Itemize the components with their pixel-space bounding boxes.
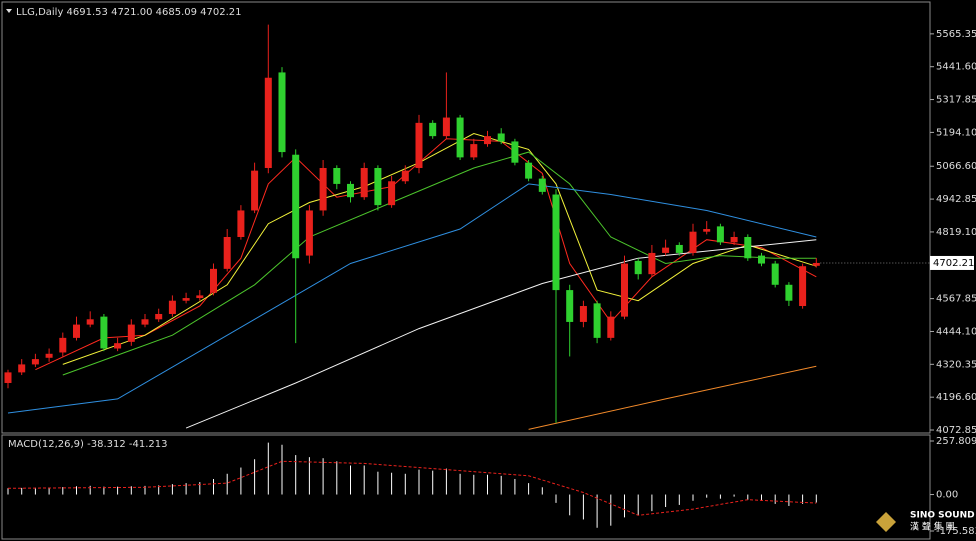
- candle-body: [305, 210, 313, 256]
- macd-panel-frame: [1, 434, 931, 540]
- y-tick-label: 4072.85: [936, 425, 976, 436]
- candle-body: [662, 247, 670, 253]
- y-tick-label: 5565.35: [936, 29, 976, 40]
- y-tick-label: 257.809: [936, 436, 976, 447]
- y-tick-label: 5066.60: [936, 161, 976, 172]
- candle-body: [168, 300, 176, 314]
- logo-icon: [876, 512, 896, 532]
- current-price-box: [930, 255, 974, 270]
- candle-body: [497, 133, 505, 142]
- y-tick-label: 4942.85: [936, 194, 976, 205]
- candle-body: [360, 167, 368, 198]
- price-panel-frame: [1, 1, 931, 434]
- moving-average-line: [62, 151, 817, 376]
- candle-body: [470, 144, 478, 158]
- candle-body: [621, 263, 628, 317]
- candle-body: [525, 162, 533, 179]
- candle-body: [689, 231, 697, 253]
- candle-body: [31, 359, 39, 365]
- candle-body: [45, 353, 53, 358]
- candle-body: [812, 262, 820, 266]
- candle-body: [648, 252, 656, 275]
- candle-body: [264, 77, 272, 168]
- y-tick-label: 0.00: [936, 490, 958, 501]
- y-tick-label: 5194.10: [936, 127, 976, 138]
- moving-average-line: [62, 132, 817, 365]
- candle-body: [634, 260, 642, 275]
- y-tick-label: 4567.85: [936, 294, 976, 305]
- candle-body: [552, 194, 560, 291]
- candle-body: [538, 178, 546, 192]
- y-tick-label: -175.583: [936, 526, 976, 537]
- candle-body: [223, 237, 231, 269]
- moving-average-line: [7, 183, 817, 414]
- candle-body: [401, 170, 409, 182]
- macd-header: MACD(12,26,9) -38.312 -41.213: [8, 439, 168, 450]
- candle-body: [210, 268, 217, 293]
- y-tick-label: 4320.35: [936, 359, 976, 370]
- candle-body: [799, 266, 807, 307]
- candle-body: [196, 295, 204, 299]
- candle-body: [127, 324, 135, 342]
- candle-body: [456, 117, 464, 158]
- candle-body: [607, 316, 615, 338]
- candle-body: [429, 122, 437, 137]
- candle-body: [442, 117, 450, 137]
- candle-body: [771, 263, 779, 285]
- moving-average-line: [528, 365, 817, 430]
- candle-body: [86, 319, 94, 325]
- y-tick-label: 4819.10: [936, 227, 976, 238]
- candle-body: [141, 319, 149, 325]
- current-price-label: 4702.21: [933, 258, 974, 269]
- candle-body: [237, 210, 245, 238]
- candle-body: [415, 122, 423, 168]
- logo-name: SINO SOUND: [910, 511, 975, 521]
- candle-body: [374, 167, 382, 206]
- candle-body: [593, 303, 601, 338]
- menu-arrow: [6, 9, 12, 13]
- y-tick-label: 5441.60: [936, 62, 976, 73]
- candle-body: [73, 324, 80, 338]
- candle-body: [716, 226, 724, 243]
- candle-body: [511, 141, 519, 163]
- candle-body: [675, 244, 683, 253]
- candle-body: [292, 154, 300, 259]
- candle-body: [278, 72, 286, 153]
- candle-body: [579, 306, 587, 322]
- logo: SINO SOUND 漢 聲 集 團: [876, 511, 975, 533]
- y-tick-label: 5317.85: [936, 95, 976, 106]
- moving-average-line: [185, 239, 817, 429]
- candle-body: [100, 316, 108, 349]
- candle-body: [703, 229, 711, 232]
- candle-body: [4, 372, 12, 383]
- candle-body: [388, 181, 396, 206]
- logo-subtitle: 漢 聲 集 團: [910, 521, 955, 533]
- candle-body: [744, 237, 752, 259]
- signal-line: [7, 460, 817, 516]
- candle-body: [18, 364, 26, 373]
- candle-body: [251, 170, 259, 211]
- price-header: LLG,Daily 4691.53 4721.00 4685.09 4702.2…: [16, 7, 242, 18]
- candle-body: [758, 255, 765, 264]
- candle-body: [59, 337, 67, 353]
- candle-body: [333, 167, 341, 184]
- candle-body: [566, 290, 574, 322]
- candle-body: [319, 167, 327, 211]
- y-tick-label: 4196.60: [936, 392, 976, 403]
- candle-body: [155, 313, 163, 320]
- candle-body: [484, 136, 491, 145]
- candle-body: [347, 183, 354, 198]
- candle-body: [114, 343, 122, 349]
- y-tick-label: 4444.10: [936, 326, 976, 337]
- candle-body: [730, 237, 738, 243]
- candle-body: [785, 284, 793, 301]
- candle-body: [182, 298, 190, 301]
